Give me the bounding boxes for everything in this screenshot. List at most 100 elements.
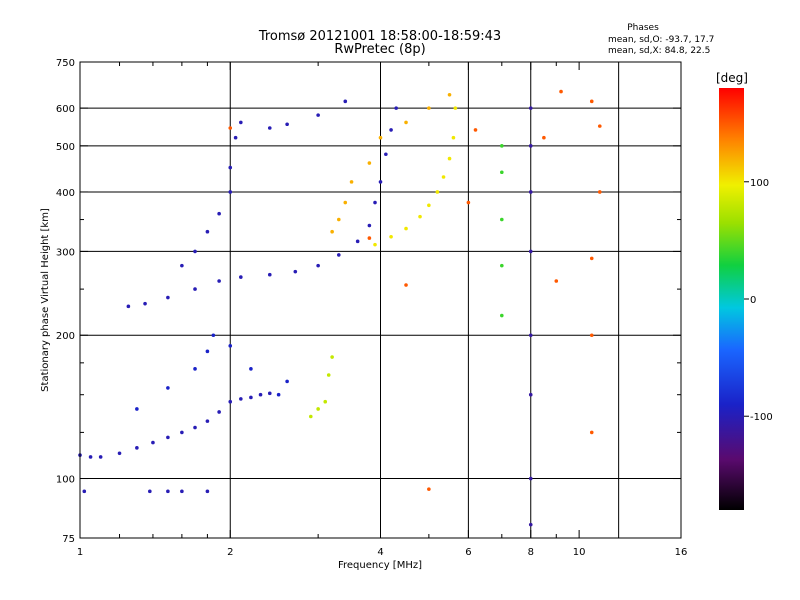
chart-title: Tromsø 20121001 18:58:00-18:59:43 <box>258 29 501 44</box>
data-point <box>418 214 422 219</box>
data-point <box>367 236 372 240</box>
data-point <box>528 522 533 527</box>
data-point <box>528 249 533 254</box>
data-point <box>373 200 377 205</box>
data-point <box>323 399 328 404</box>
data-point <box>355 239 360 244</box>
phases-header: Phases <box>627 23 659 33</box>
data-point <box>316 407 320 411</box>
x-tick-label: 2 <box>227 547 233 558</box>
data-point <box>441 175 446 179</box>
data-point <box>98 455 103 459</box>
colorbar-ticks: 100 0 -100 <box>744 178 773 423</box>
y-tick-label: 100 <box>56 475 75 486</box>
data-point <box>211 333 216 338</box>
data-point <box>554 279 559 283</box>
data-point <box>180 489 184 494</box>
phase-stats-x: mean, sd,X: 84.8, 22.5 <box>608 46 710 56</box>
x-axis-label: Frequency [MHz] <box>338 560 422 571</box>
data-point <box>427 487 431 491</box>
data-point <box>267 126 272 130</box>
data-point <box>316 263 320 268</box>
data-point <box>542 135 546 140</box>
data-point <box>500 217 504 222</box>
data-point <box>166 295 170 300</box>
data-point <box>378 135 383 140</box>
y-tick-label: 600 <box>56 104 75 115</box>
data-point <box>528 476 533 481</box>
data-point <box>285 122 289 127</box>
data-point <box>217 410 221 414</box>
data-point <box>180 430 184 435</box>
colorbar-label: [deg] <box>716 71 748 85</box>
colorbar-tick-label: 0 <box>750 295 756 306</box>
data-point <box>528 190 533 194</box>
data-point <box>384 152 388 157</box>
data-point <box>389 128 393 132</box>
data-point <box>126 304 131 309</box>
data-point <box>166 435 170 440</box>
data-point <box>316 113 320 117</box>
data-point <box>285 379 289 384</box>
y-tick-label: 500 <box>56 142 75 153</box>
x-tick-label: 10 <box>573 547 586 558</box>
y-tick-label: 750 <box>56 58 75 69</box>
data-point <box>528 333 533 338</box>
data-point <box>228 190 233 194</box>
data-point <box>276 392 281 397</box>
data-point <box>88 455 93 459</box>
data-point <box>427 203 431 208</box>
data-point <box>293 269 298 274</box>
y-tick-label: 75 <box>62 534 75 545</box>
data-point <box>249 367 253 371</box>
data-point <box>267 391 272 396</box>
data-point <box>217 211 221 216</box>
data-point <box>166 386 170 390</box>
data-point <box>427 106 431 110</box>
data-point <box>326 373 331 377</box>
data-point <box>453 106 458 110</box>
y-tick-label: 400 <box>56 188 75 199</box>
data-point <box>166 489 170 494</box>
data-point <box>205 229 210 234</box>
x-tick-label: 1 <box>77 547 83 558</box>
y-tick-label: 300 <box>56 247 75 258</box>
data-point <box>239 120 243 125</box>
data-point <box>228 399 233 404</box>
data-point <box>394 106 398 110</box>
data-point <box>447 92 452 97</box>
data-point <box>228 126 233 130</box>
y-axis-label: Stationary phase Virtual Height [km] <box>40 208 51 392</box>
x-tick-label: 6 <box>465 547 471 558</box>
data-point <box>349 180 354 184</box>
data-point <box>343 99 348 104</box>
data-point <box>473 128 478 132</box>
colorbar-tick-label: 100 <box>750 178 769 189</box>
data-point <box>367 161 372 165</box>
data-point <box>500 313 504 318</box>
data-point <box>193 287 197 291</box>
x-tick-label: 16 <box>675 547 688 558</box>
data-point <box>308 414 313 419</box>
data-point <box>330 229 334 234</box>
x-tick-label: 8 <box>528 547 534 558</box>
data-point <box>500 170 504 175</box>
plot-area: 1 2 4 6 8 10 16 75 100 200 300 400 500 600 750 <box>56 58 687 558</box>
data-point <box>148 489 152 494</box>
colorbar-tick-label: -100 <box>750 412 773 423</box>
data-point <box>589 256 594 261</box>
data-point <box>117 451 122 456</box>
x-tick-label: 4 <box>377 547 383 558</box>
data-point <box>228 165 233 170</box>
data-point <box>404 226 408 231</box>
data-point <box>435 190 440 194</box>
data-point <box>373 242 377 247</box>
data-point <box>205 489 210 494</box>
data-point <box>597 190 602 194</box>
chart-subtitle: RwPretec (8p) <box>334 42 425 57</box>
phase-stats-o: mean, sd,O: -93.7, 17.7 <box>608 35 714 45</box>
data-point <box>559 89 563 94</box>
data-point <box>589 333 594 338</box>
